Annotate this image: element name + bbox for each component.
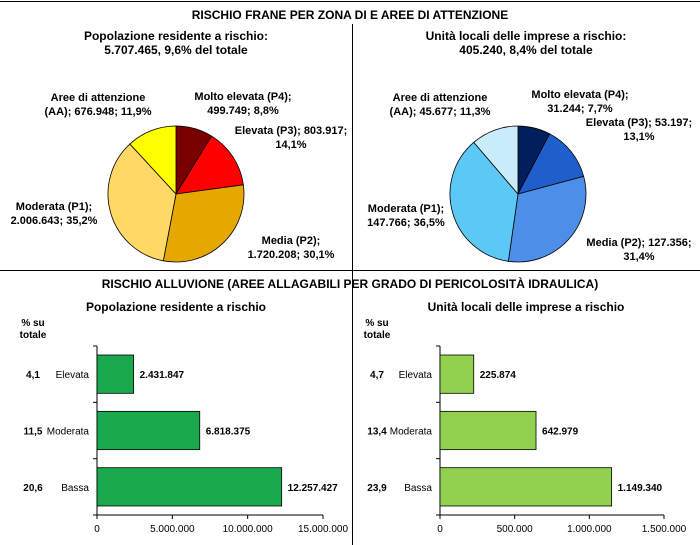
bar-right-pct-header: % su — [365, 318, 388, 329]
pie-left-title-line1: Popolazione residente a rischio: — [83, 29, 269, 43]
bar-left-x-tick-label: 15.000.000 — [298, 524, 348, 535]
bar-right-pct-label: 23,9 — [367, 483, 387, 494]
bar-right-category-label: Moderata — [390, 427, 433, 438]
top-border — [0, 1, 700, 2]
bar-right-category-label: Bassa — [404, 483, 432, 494]
bar-right-x-tick-label: 1.500.000 — [642, 524, 687, 535]
bar-left-value-label: 2.431.847 — [140, 370, 185, 381]
bar-left-value-label: 12.257.427 — [288, 483, 338, 494]
bar-left-x-tick-label: 10.000.000 — [223, 524, 273, 535]
pie-left-label-aa: Aree di attenzione (AA); 676.948; 11,9% — [44, 92, 152, 118]
bar-right-category-label: Elevata — [399, 370, 433, 381]
bar-right-value-label: 225.874 — [480, 370, 517, 381]
section-divider — [0, 270, 700, 271]
bar-right-title: Unità locali delle imprese a rischio — [427, 300, 625, 314]
pie-left-label-p1: Moderata (P1); 2.006.643; 35,2% — [10, 201, 98, 227]
bar-left-bar-elevata — [96, 354, 135, 394]
landslide-section-title: RISCHIO FRANE PER ZONA DI E AREE DI ATTE… — [191, 8, 509, 22]
pie-left-title-line2: 5.707.465, 9,6% del totale — [104, 43, 248, 57]
pie-right-label-p3: Elevata (P3); 53.197; 13,1% — [585, 117, 693, 143]
bar-left-pct-header: % su — [21, 318, 44, 329]
pie-right-slice-1 — [517, 133, 585, 195]
pie-right-slice-4 — [473, 125, 519, 196]
pie-right-slice-3 — [449, 141, 519, 262]
pie-right-slice-2 — [507, 175, 587, 263]
pie-right-label-aa: Aree di attenzione (AA); 45.677; 11,3% — [389, 92, 491, 118]
bar-right-pct-header: totale — [364, 330, 391, 341]
bar-left-title: Popolazione residente a rischio — [85, 300, 267, 314]
pie-right-label-p4: Molto elevata (P4); 31.244; 7,7% — [531, 89, 629, 115]
pie-left-slice-1 — [175, 135, 244, 195]
pie-right-label-p1: Moderata (P1); 147.766; 36,5% — [367, 203, 445, 229]
pie-left-slice-4 — [129, 125, 177, 196]
bar-right-value-label: 642.979 — [542, 427, 579, 438]
pie-right-title-line2: 405.240, 8,4% del totale — [459, 43, 593, 57]
bar-left-category-label: Bassa — [61, 483, 89, 494]
bar-left-category-label: Moderata — [47, 427, 90, 438]
bar-right-x-tick-label: 0 — [437, 524, 443, 535]
bar-left-value-label: 6.818.375 — [206, 427, 251, 438]
bar-right-x-tick-label: 500.000 — [497, 524, 534, 535]
pie-right-title-line1: Unità locali delle imprese a rischio: — [425, 29, 627, 43]
bar-right-value-label: 1.149.340 — [618, 483, 663, 494]
bar-right-bar-moderata — [439, 410, 537, 451]
pie-left-title: Popolazione residente a rischio: 5.707.4… — [0, 29, 352, 57]
bar-right-pct-label: 13,4 — [367, 427, 387, 438]
pie-left-label-p2: Media (P2); 1.720.208; 30,1% — [247, 235, 335, 261]
pie-left-label-p4: Molto elevata (P4); 499.749; 8,8% — [194, 91, 292, 117]
pie-left-slice-3 — [107, 143, 177, 262]
bar-right-x-tick-label: 1.000.000 — [567, 524, 612, 535]
bar-right-bar-elevata — [439, 354, 475, 394]
bar-left-bar-bassa — [96, 467, 283, 507]
bar-left-pct-label: 4,1 — [26, 370, 40, 381]
bar-left-bar-moderata — [96, 410, 201, 451]
pie-left-label-p3: Elevata (P3); 803.917; 14,1% — [234, 125, 348, 151]
bar-left-x-tick-label: 0 — [94, 524, 100, 535]
column-divider — [352, 24, 353, 545]
bar-left-x-tick-label: 5.000.000 — [150, 524, 195, 535]
pie-right-title: Unità locali delle imprese a rischio: 40… — [352, 29, 700, 57]
bar-right-bar-bassa — [439, 467, 613, 507]
flood-section-title: RISCHIO ALLUVIONE (AREE ALLAGABILI PER G… — [101, 277, 599, 291]
bar-left-pct-label: 11,5 — [24, 427, 43, 438]
bar-left-category-label: Elevata — [56, 370, 90, 381]
bar-left-pct-label: 20,6 — [23, 483, 43, 494]
bar-left-pct-header: totale — [20, 330, 47, 341]
pie-right-label-p2: Media (P2); 127.356; 31,4% — [586, 237, 692, 263]
bar-right-pct-label: 4,7 — [370, 370, 384, 381]
pie-left-slice-2 — [162, 184, 245, 263]
